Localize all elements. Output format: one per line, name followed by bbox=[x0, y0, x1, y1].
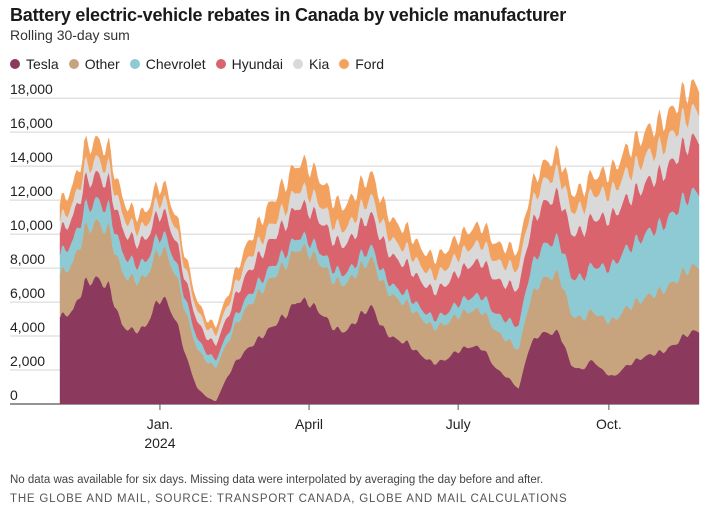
x-tick-sublabel: 2024 bbox=[144, 435, 175, 451]
y-tick-label: 4,000 bbox=[10, 319, 45, 335]
chart-legend: Tesla Other Chevrolet Hyundai Kia Ford bbox=[10, 56, 394, 72]
legend-item-kia: Kia bbox=[293, 56, 329, 72]
legend-label: Kia bbox=[309, 56, 330, 72]
x-tick-label: July bbox=[446, 416, 471, 432]
y-tick-label: 14,000 bbox=[10, 149, 53, 165]
x-tick-label: Jan. bbox=[147, 416, 173, 432]
chart-subtitle: Rolling 30-day sum bbox=[10, 27, 130, 43]
y-tick-label: 6,000 bbox=[10, 285, 45, 301]
legend-label: Hyundai bbox=[231, 56, 283, 72]
y-tick-label: 16,000 bbox=[10, 115, 53, 131]
axis-ticks: 0 2,000 4,000 6,000 8,000 10,000 12,000 14,000 1… bbox=[10, 81, 622, 451]
legend-swatch bbox=[215, 59, 226, 69]
legend-swatch bbox=[68, 59, 79, 69]
legend-swatch bbox=[129, 59, 140, 69]
y-tick-label: 18,000 bbox=[10, 81, 53, 97]
x-tick-label: April bbox=[295, 416, 323, 432]
legend-item-chevrolet: Chevrolet bbox=[129, 56, 206, 72]
legend-swatch bbox=[10, 59, 20, 69]
legend-item-other: Other bbox=[68, 56, 120, 72]
legend-item-tesla: Tesla bbox=[10, 56, 59, 72]
legend-item-ford: Ford bbox=[339, 56, 384, 72]
legend-item-hyundai: Hyundai bbox=[215, 56, 283, 72]
legend-label: Chevrolet bbox=[145, 56, 206, 72]
area-ford bbox=[59, 78, 700, 337]
legend-swatch bbox=[293, 59, 303, 69]
source-credit: THE GLOBE AND MAIL, SOURCE: TRANSPORT CA… bbox=[10, 493, 568, 505]
legend-label: Ford bbox=[355, 56, 385, 72]
y-tick-label: 2,000 bbox=[10, 353, 45, 369]
y-tick-label: 8,000 bbox=[10, 251, 45, 267]
footnote: No data was available for six days. Miss… bbox=[10, 474, 544, 486]
legend-label: Other bbox=[84, 56, 120, 72]
y-tick-label: 10,000 bbox=[10, 217, 53, 233]
x-tick-label: Oct. bbox=[596, 416, 622, 432]
chart-title: Battery electric-vehicle rebates in Cana… bbox=[10, 5, 567, 25]
legend-label: Tesla bbox=[26, 56, 59, 72]
legend-swatch bbox=[339, 59, 350, 69]
area-series bbox=[59, 78, 700, 405]
y-tick-label: 12,000 bbox=[10, 183, 53, 199]
y-tick-label: 0 bbox=[10, 387, 18, 403]
